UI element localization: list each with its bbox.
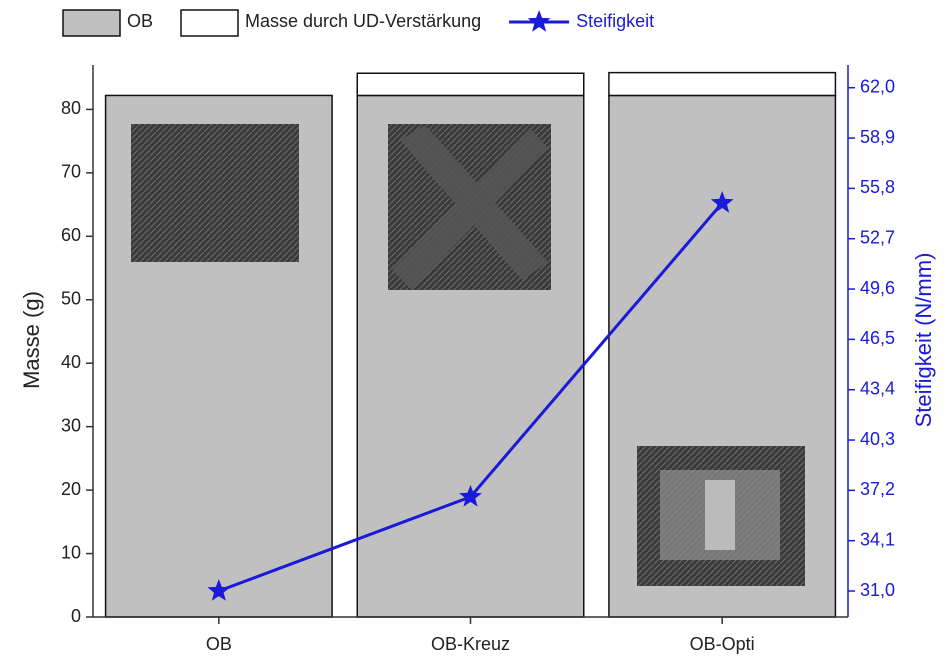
bar (609, 73, 836, 96)
y2-tick-label: 46,5 (860, 328, 895, 348)
legend-swatch (181, 10, 238, 36)
y-tick-label: 10 (61, 542, 81, 562)
chart: Masse (g) Steifigkeit (N/mm) OB OB-Kreuz O… (0, 0, 951, 661)
photo (131, 124, 299, 262)
y-tick-label: 0 (71, 606, 81, 626)
y2-tick-label: 62,0 (860, 76, 895, 96)
y2-tick-label: 40,3 (860, 429, 895, 449)
legend-swatch (63, 10, 120, 36)
legend-label: OB (127, 11, 153, 31)
x-tick-label: OB (206, 634, 232, 654)
x-tick-label: OB-Opti (690, 634, 755, 654)
y2-tick-label: 58,9 (860, 127, 895, 147)
y2-axis-label: Steifigkeit (N/mm) (911, 253, 936, 428)
y-tick-label: 80 (61, 98, 81, 118)
y2-tick-label: 37,2 (860, 479, 895, 499)
y2-tick-label: 31,0 (860, 580, 895, 600)
y-tick-label: 60 (61, 225, 81, 245)
y-axis-label: Masse (g) (19, 291, 44, 389)
y-tick-label: 40 (61, 352, 81, 372)
photo-strip (705, 480, 735, 550)
y2-tick-label: 43,4 (860, 378, 895, 398)
y-tick-label: 20 (61, 479, 81, 499)
legend-label: Masse durch UD-Verstärkung (245, 11, 481, 31)
legend-label: Steifigkeit (576, 11, 654, 31)
y2-tick-label: 52,7 (860, 227, 895, 247)
y2-tick-label: 49,6 (860, 278, 895, 298)
legend-star (528, 10, 551, 32)
bar (357, 73, 584, 95)
y2-tick-label: 55,8 (860, 177, 895, 197)
y-tick-label: 30 (61, 415, 81, 435)
y2-tick-label: 34,1 (860, 529, 895, 549)
x-tick-label: OB-Kreuz (431, 634, 510, 654)
y-tick-label: 70 (61, 162, 81, 182)
y-tick-label: 50 (61, 289, 81, 309)
